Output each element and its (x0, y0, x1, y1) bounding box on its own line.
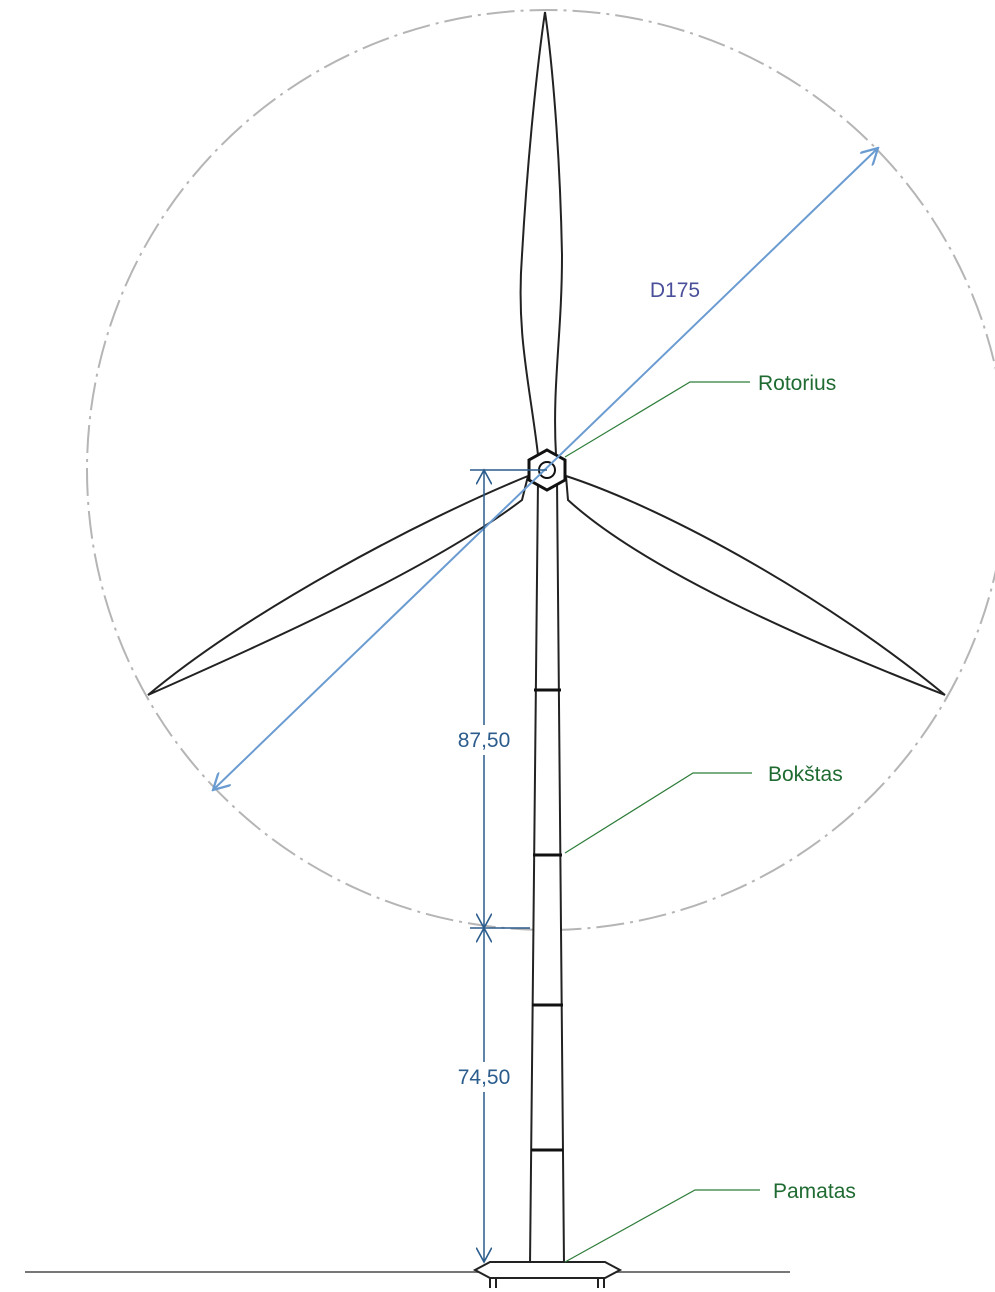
callout-leaders (564, 381, 760, 1263)
label-bg (450, 1062, 520, 1092)
height-dimensions (470, 470, 547, 1262)
foundation (472, 1261, 623, 1288)
callout-label: Bokštas (768, 763, 843, 786)
tower (528, 479, 566, 1266)
callout-label: Pamatas (773, 1180, 856, 1203)
callout-label: Rotorius (758, 372, 836, 395)
diameter-label: D175 (650, 279, 700, 302)
diameter-line (213, 148, 878, 790)
lower-height-label: 74,50 (458, 1066, 511, 1089)
label-bg (450, 725, 520, 755)
hub-height-label: 87,50 (458, 729, 511, 752)
